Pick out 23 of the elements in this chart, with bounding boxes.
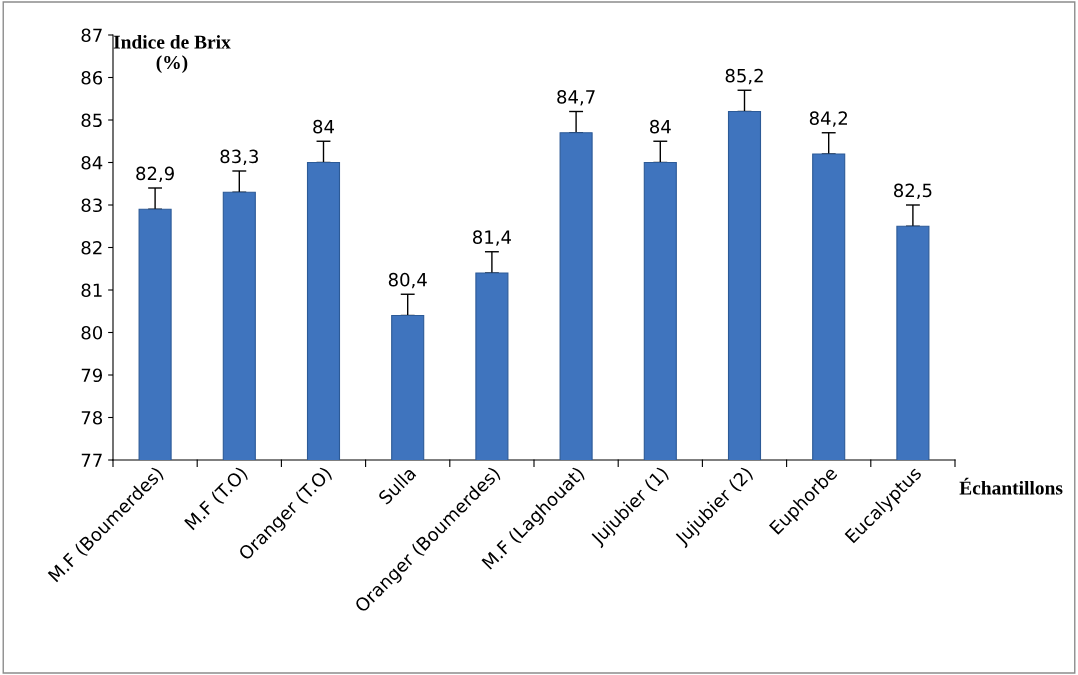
data-label: 83,3 bbox=[220, 149, 258, 166]
y-tick-label: 79 bbox=[81, 368, 103, 383]
data-label: 84,7 bbox=[557, 90, 595, 106]
x-axis-title: Échantillons bbox=[959, 477, 1063, 495]
data-label: 84 bbox=[313, 119, 334, 134]
data-label: 80,4 bbox=[388, 272, 427, 289]
data-label: 82,9 bbox=[136, 166, 174, 183]
data-label: 84,2 bbox=[809, 111, 847, 127]
y-tick-label: 82 bbox=[81, 240, 102, 255]
y-tick-label: 83 bbox=[81, 198, 102, 213]
y-tick-label: 85 bbox=[81, 113, 102, 128]
y-tick-label: 86 bbox=[81, 70, 103, 85]
y-tick-label: 78 bbox=[81, 410, 103, 425]
y-tick-label: 80 bbox=[81, 325, 103, 340]
y-tick-label: 81 bbox=[81, 283, 102, 298]
y-tick-label: 87 bbox=[81, 28, 102, 43]
data-label: 81,4 bbox=[473, 230, 511, 246]
data-label: 85,2 bbox=[725, 68, 763, 85]
y-tick-label: 84 bbox=[81, 155, 103, 170]
data-label: 82,5 bbox=[894, 183, 932, 200]
data-label: 84 bbox=[650, 119, 671, 134]
y-axis-title: Indice de Brix (%) bbox=[113, 35, 231, 73]
y-tick-label: 77 bbox=[81, 453, 102, 467]
